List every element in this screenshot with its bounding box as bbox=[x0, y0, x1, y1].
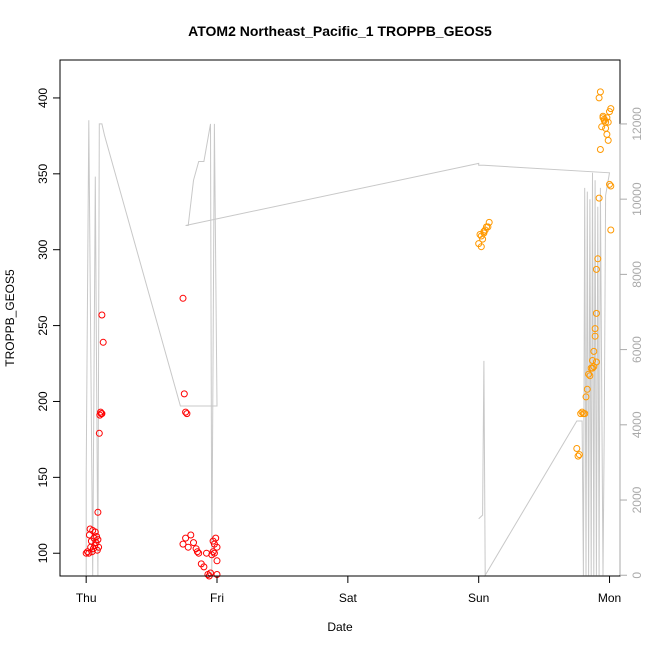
data-point bbox=[184, 543, 192, 551]
x-tick-label: Thu bbox=[76, 591, 97, 605]
data-point bbox=[91, 528, 99, 536]
data-point bbox=[582, 393, 590, 401]
data-point bbox=[210, 540, 218, 548]
data-point bbox=[591, 332, 599, 340]
data-point bbox=[575, 451, 583, 459]
y2-tick-label: 0 bbox=[630, 572, 644, 579]
data-point bbox=[480, 229, 488, 237]
data-point bbox=[193, 548, 201, 556]
data-point bbox=[603, 114, 611, 122]
data-point bbox=[591, 325, 599, 333]
data-point bbox=[598, 123, 606, 131]
y2-tick-label: 4000 bbox=[630, 411, 644, 438]
data-point bbox=[96, 411, 104, 419]
data-point bbox=[187, 531, 195, 539]
data-point bbox=[595, 94, 603, 102]
data-point bbox=[581, 410, 589, 418]
y-tick-label: 100 bbox=[36, 543, 50, 563]
data-point bbox=[182, 408, 190, 416]
y2-tick-label: 12000 bbox=[630, 107, 644, 141]
data-point bbox=[604, 118, 612, 126]
data-point bbox=[209, 548, 217, 556]
y-tick-label: 350 bbox=[36, 163, 50, 183]
data-point bbox=[94, 536, 102, 544]
data-point bbox=[200, 563, 208, 571]
data-point bbox=[586, 372, 594, 380]
y2-tick-label: 8000 bbox=[630, 261, 644, 288]
data-point bbox=[590, 347, 598, 355]
data-point bbox=[583, 385, 591, 393]
data-point bbox=[94, 508, 102, 516]
y2-tick-label: 2000 bbox=[630, 486, 644, 513]
data-point bbox=[213, 557, 221, 565]
data-points bbox=[82, 88, 615, 580]
data-point bbox=[85, 549, 93, 557]
y-tick-label: 300 bbox=[36, 239, 50, 259]
y-axis-right: 0 2000 4000 6000 8000 10000 12000 bbox=[619, 107, 644, 579]
chart-title: ATOM2 Northeast_Pacific_1 TROPPB_GEOS5 bbox=[188, 23, 492, 39]
data-point bbox=[183, 410, 191, 418]
data-point bbox=[484, 223, 492, 231]
y2-tick-label: 10000 bbox=[630, 182, 644, 216]
x-tick-label: Mon bbox=[598, 591, 621, 605]
data-point bbox=[596, 146, 604, 153]
y-axis-left: 100 150 200 250 300 350 400 bbox=[36, 88, 61, 563]
data-point bbox=[84, 548, 91, 556]
data-point bbox=[590, 363, 598, 371]
data-point bbox=[95, 429, 103, 437]
data-point bbox=[210, 549, 218, 557]
data-point bbox=[477, 243, 485, 251]
data-point bbox=[190, 539, 197, 547]
altitude-polyline bbox=[85, 120, 611, 578]
data-point bbox=[604, 136, 612, 144]
x-tick-label: Fri bbox=[210, 591, 224, 605]
data-point bbox=[589, 364, 596, 372]
y-tick-label: 200 bbox=[36, 391, 50, 411]
data-point bbox=[592, 309, 600, 317]
data-point bbox=[95, 543, 103, 551]
data-point bbox=[180, 390, 188, 398]
data-point bbox=[577, 410, 585, 418]
y2-tick-label: 6000 bbox=[630, 336, 644, 363]
data-point bbox=[607, 226, 615, 234]
data-point bbox=[607, 105, 615, 113]
data-point bbox=[585, 370, 593, 378]
data-point bbox=[602, 124, 610, 132]
plot-frame bbox=[59, 59, 621, 577]
data-point bbox=[182, 534, 190, 542]
x-axis-label: Date bbox=[327, 620, 353, 634]
data-point bbox=[98, 311, 106, 319]
data-point bbox=[93, 533, 101, 540]
data-point bbox=[592, 265, 600, 273]
data-point bbox=[179, 294, 187, 302]
x-tick-label: Sun bbox=[468, 591, 489, 605]
data-point bbox=[603, 130, 611, 138]
data-point bbox=[596, 88, 604, 96]
x-tick-label: Sat bbox=[339, 591, 358, 605]
y-axis-label: TROPPB_GEOS5 bbox=[3, 269, 17, 367]
x-axis: Thu Fri Sat Sun Mon bbox=[76, 575, 621, 605]
data-point bbox=[99, 338, 107, 346]
y-tick-label: 250 bbox=[36, 315, 50, 335]
data-point bbox=[606, 180, 613, 188]
data-point bbox=[98, 410, 106, 418]
y-tick-label: 400 bbox=[36, 88, 50, 108]
altitude-line bbox=[85, 120, 611, 578]
data-point bbox=[574, 452, 582, 460]
data-point bbox=[595, 194, 603, 202]
data-point bbox=[607, 182, 615, 190]
data-point bbox=[594, 255, 602, 263]
data-point bbox=[179, 540, 187, 548]
y-tick-label: 150 bbox=[36, 467, 50, 487]
data-point bbox=[195, 549, 203, 557]
data-point bbox=[602, 118, 610, 126]
data-point bbox=[573, 445, 581, 452]
data-point bbox=[485, 218, 493, 226]
